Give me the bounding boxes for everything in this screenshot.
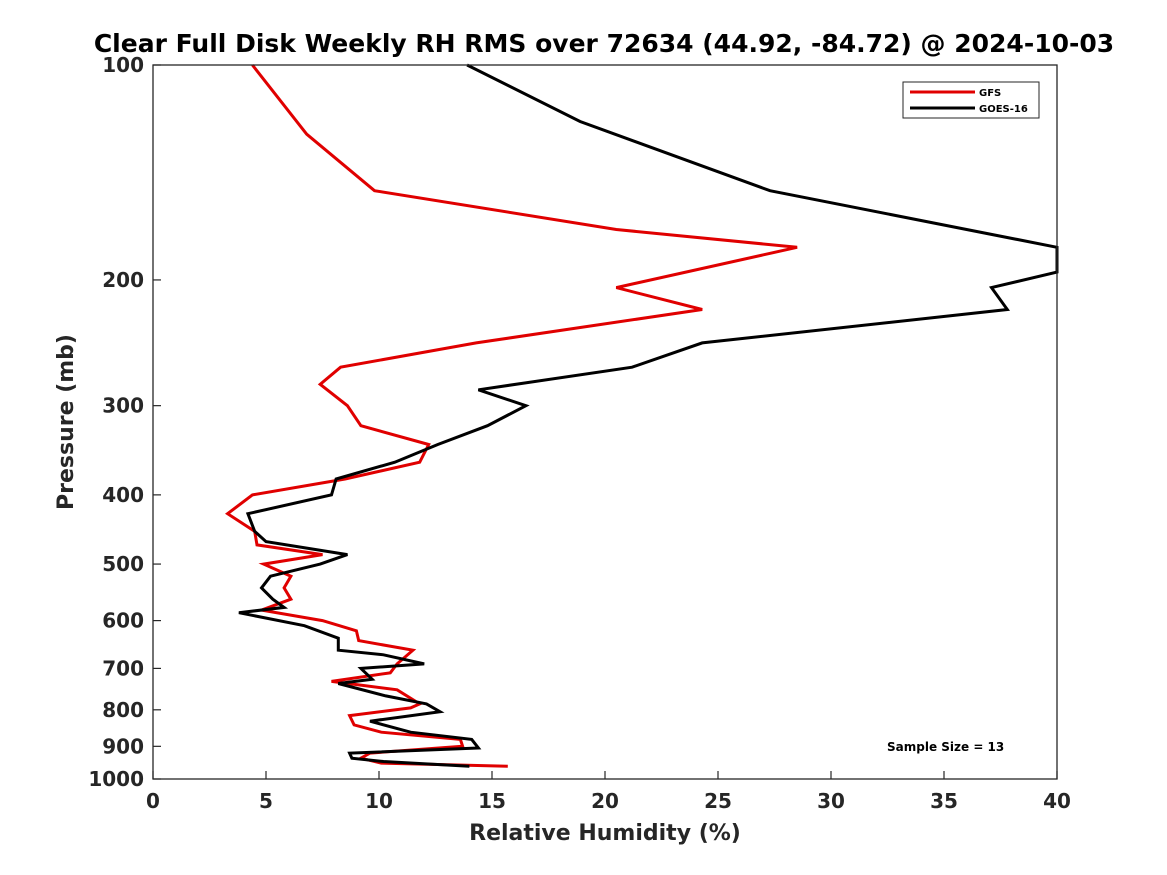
- x-tick-label: 15: [478, 789, 506, 813]
- y-tick-label: 400: [102, 483, 144, 507]
- y-tick-label: 300: [102, 394, 144, 418]
- legend-label-gfs: GFS: [979, 88, 1001, 99]
- series-layer: [224, 63, 1059, 768]
- x-tick-label: 35: [930, 789, 958, 813]
- y-tick-label: 500: [102, 552, 144, 576]
- legend: GFS GOES-16: [902, 81, 1040, 119]
- x-tick-label: 5: [259, 789, 273, 813]
- series-line-goes16: [238, 63, 1059, 768]
- y-tick-label: 1000: [88, 767, 144, 791]
- legend-box: [902, 81, 1040, 119]
- x-tick-label: 40: [1043, 789, 1071, 813]
- y-tick-label: 100: [102, 53, 144, 77]
- y-tick-label: 900: [102, 734, 144, 758]
- y-tick-label: 700: [102, 656, 144, 680]
- x-tick-label: 10: [365, 789, 393, 813]
- legend-label-goes16: GOES-16: [979, 104, 1028, 115]
- y-tick-label: 200: [102, 268, 144, 292]
- sample-size-annotation: Sample Size = 13: [887, 740, 1004, 754]
- x-tick-label: 30: [817, 789, 845, 813]
- x-tick-label: 25: [704, 789, 732, 813]
- series-line-gfs: [224, 64, 798, 768]
- x-axis-label: Relative Humidity (%): [469, 821, 741, 846]
- y-axis-label: Pressure (mb): [54, 334, 79, 510]
- ticks-layer: 0 5 10 15 20 25 30 35 40 100 200 300 400 500 600 700 800…: [88, 53, 1071, 813]
- x-tick-label: 20: [591, 789, 619, 813]
- y-tick-label: 800: [102, 698, 144, 722]
- axes-box: [152, 64, 1058, 780]
- x-tick-label: 0: [146, 789, 160, 813]
- chart-title: Clear Full Disk Weekly RH RMS over 72634…: [94, 29, 1114, 58]
- y-tick-label: 600: [102, 609, 144, 633]
